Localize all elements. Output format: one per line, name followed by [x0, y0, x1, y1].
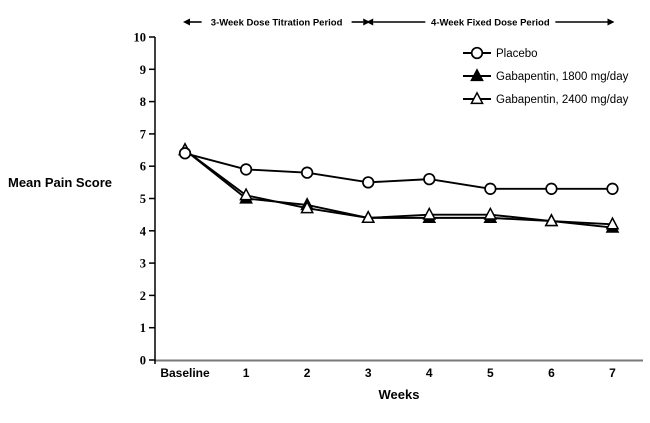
y-tick-label: 7 — [140, 127, 146, 141]
circle-marker — [484, 182, 497, 195]
legend-item-label: Gabapentin, 1800 mg/day — [496, 71, 629, 83]
open-triangle-marker — [361, 210, 376, 224]
y-tick-label: 6 — [140, 160, 146, 174]
x-tick-label: 1 — [243, 366, 250, 380]
y-tick-label: 10 — [134, 31, 147, 45]
open-triangle-marker — [544, 213, 559, 227]
legend-item: Gabapentin, 2400 mg/day — [463, 91, 629, 106]
circle-marker — [362, 176, 375, 189]
circle-marker — [470, 46, 484, 60]
circle-marker — [239, 163, 253, 176]
legend-item-label: Gabapentin, 2400 mg/day — [496, 94, 629, 106]
x-tick-label: 3 — [365, 366, 372, 380]
open-triangle-marker — [470, 91, 484, 105]
circle-marker — [606, 182, 619, 195]
series-placebo — [178, 147, 619, 195]
circle-marker — [178, 147, 192, 160]
circle-marker — [545, 182, 558, 195]
x-tick-label: Baseline — [160, 366, 210, 380]
y-axis-title: Mean Pain Score — [8, 175, 112, 190]
chart-legend: Placebo Gabapentin, 1800 mg/day Gabapentin… — [463, 46, 629, 106]
arrow-left-icon — [183, 18, 190, 26]
y-tick-label: 8 — [140, 95, 146, 109]
chart-axes: 0 1 2 3 4 5 6 7 8 9 10 Baseline 1 2 3 4 5 6 7 — [134, 31, 643, 380]
y-tick-label: 0 — [140, 354, 146, 368]
arrow-left-icon — [366, 18, 374, 26]
period-annotation-label: 3-Week Dose Titration Period — [211, 18, 343, 29]
x-tick-label: 5 — [487, 366, 494, 380]
arrow-right-icon — [607, 18, 615, 26]
open-triangle-marker — [422, 206, 437, 220]
circle-marker — [300, 166, 314, 179]
y-tick-label: 9 — [140, 63, 146, 77]
period-annotation-label: 4-Week Fixed Dose Period — [431, 18, 550, 29]
filled-triangle-marker — [470, 68, 484, 82]
y-tick-label: 5 — [140, 192, 146, 206]
y-tick-label: 1 — [140, 321, 146, 335]
circle-marker — [423, 172, 436, 186]
chart-series — [178, 142, 620, 233]
series-line — [184, 152, 613, 190]
y-tick-label: 3 — [140, 257, 146, 271]
legend-item-label: Placebo — [496, 48, 538, 60]
period-annotations: 3-Week Dose Titration Period 4-Week Fixed… — [183, 18, 615, 29]
x-tick-label: 7 — [609, 366, 616, 380]
x-tick-label: 6 — [548, 366, 555, 380]
open-triangle-marker — [483, 206, 498, 220]
y-tick-label: 4 — [140, 224, 147, 238]
legend-item: Gabapentin, 1800 mg/day — [463, 68, 629, 83]
x-axis-title: Weeks — [379, 387, 420, 402]
open-triangle-marker — [300, 200, 314, 214]
x-tick-label: 4 — [426, 366, 433, 380]
series-line — [184, 149, 613, 226]
y-tick-label: 2 — [140, 289, 146, 303]
open-triangle-marker — [605, 216, 620, 230]
open-triangle-marker — [239, 187, 253, 201]
x-tick-label: 2 — [304, 366, 311, 380]
legend-item: Placebo — [463, 46, 538, 60]
